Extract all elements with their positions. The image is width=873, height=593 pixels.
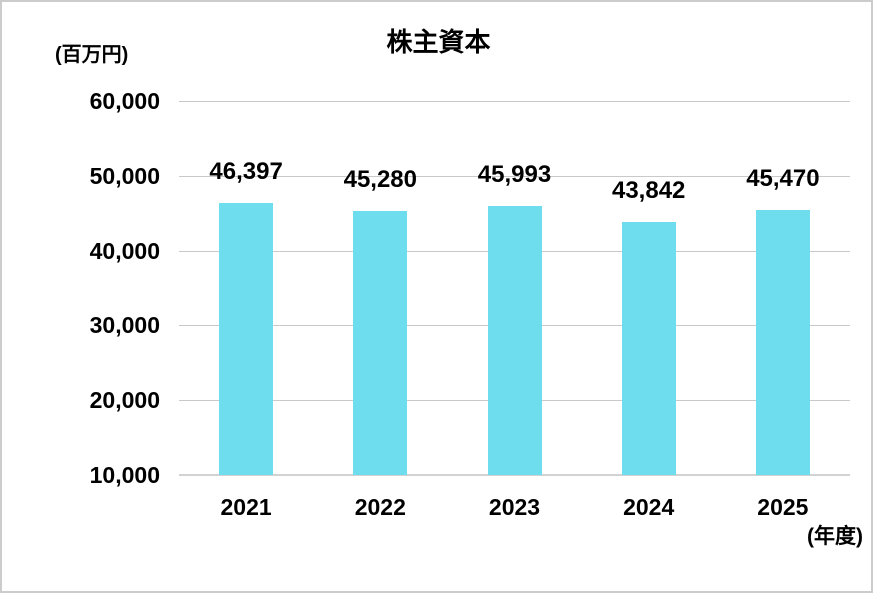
y-tick-label-20000: 20,000 [89,387,160,414]
bar-2025 [755,209,810,475]
y-tick-label-50000: 50,000 [89,162,160,189]
y-tick-label-40000: 40,000 [89,237,160,264]
y-tick-label-10000: 10,000 [89,462,160,488]
bar-value-label-2023: 45,993 [477,160,552,188]
x-tick-label-2025: 2025 [757,494,809,520]
bar-value-label-2025: 45,470 [746,164,820,192]
x-tick-label-2022: 2022 [354,494,406,520]
gridline [179,175,850,177]
x-axis-unit-label: (年度) [807,525,863,548]
gridline [179,101,850,102]
bar-value-label-2022: 45,280 [343,166,417,194]
chart-title: 株主資本 [386,27,491,57]
bar-2023 [487,205,542,475]
bar-2024 [621,221,676,475]
bar-value-label-2021: 46,397 [209,157,283,185]
y-tick-label-60000: 60,000 [89,88,160,114]
bar-value-label-2024: 43,842 [611,176,686,204]
x-tick-label-2021: 2021 [220,494,272,520]
x-tick-label-2024: 2024 [623,494,675,520]
y-tick-label-30000: 30,000 [89,312,160,339]
bar-2021 [219,202,274,475]
x-axis-line [179,474,850,476]
x-tick-label-2023: 2023 [488,494,541,520]
y-axis-unit-label: (百万円) [55,44,129,66]
bar-2022 [353,211,408,475]
